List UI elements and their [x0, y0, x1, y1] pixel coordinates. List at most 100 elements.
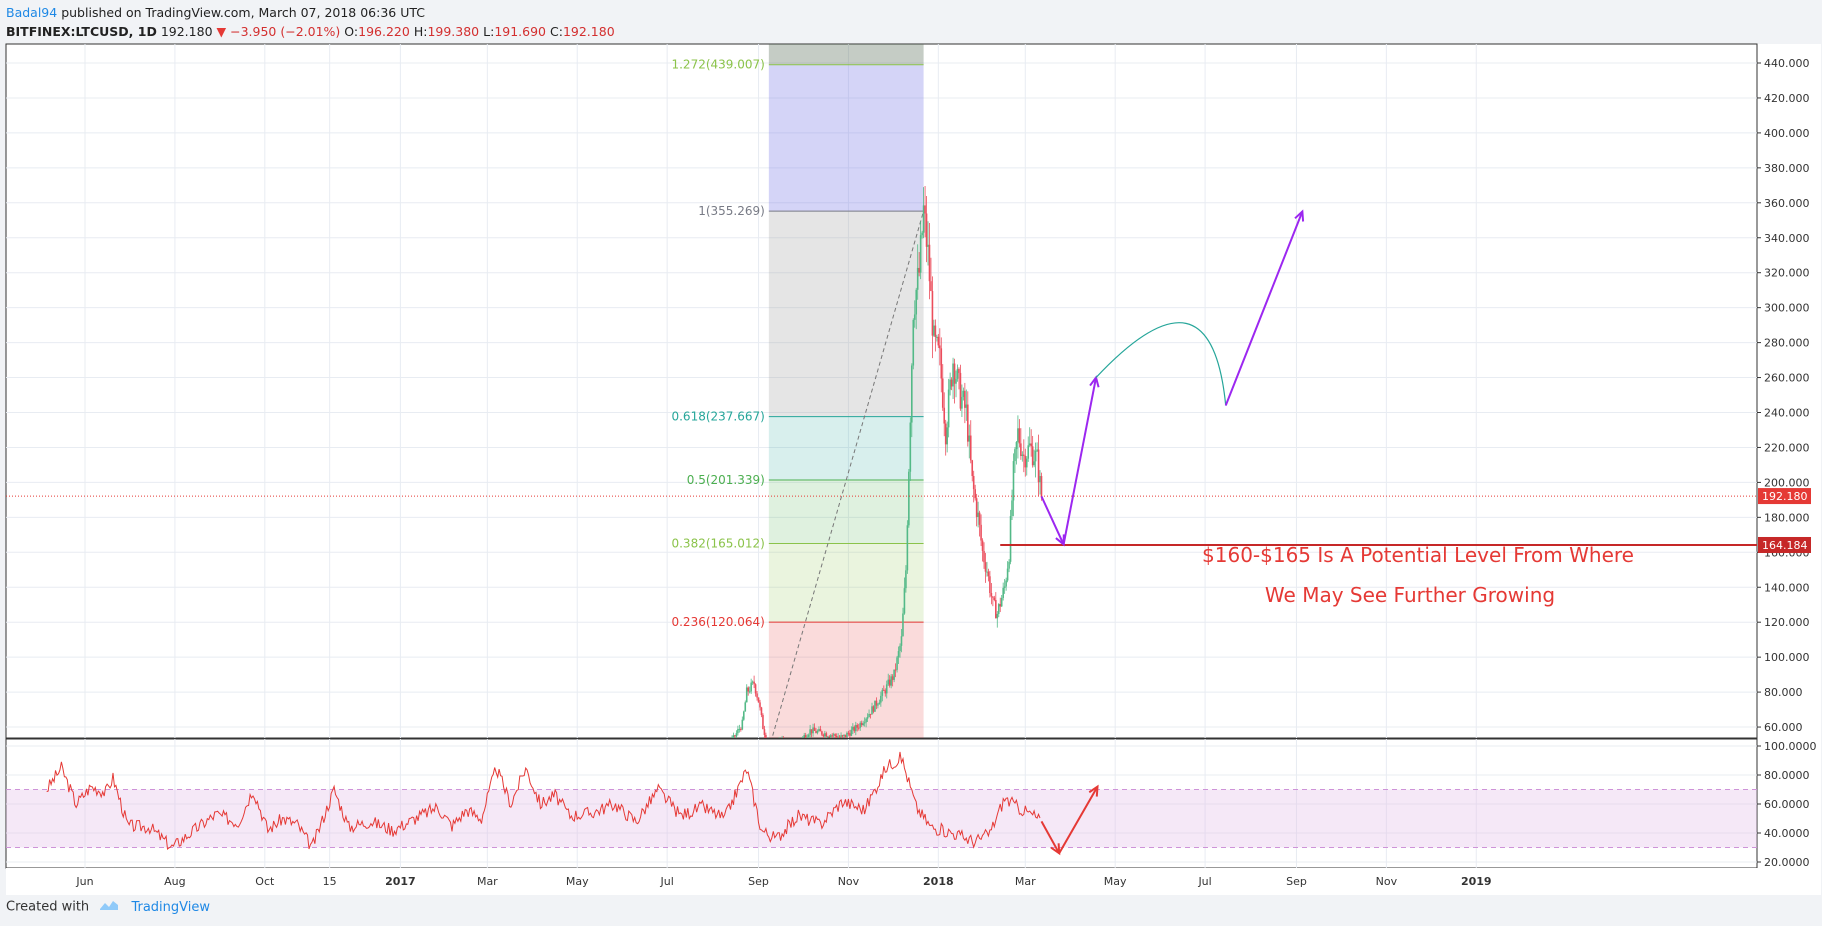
rsi-band-fill: [6, 789, 1757, 848]
author-link[interactable]: Badal94: [6, 5, 58, 20]
fib-level-label: 1.272(439.007): [671, 58, 764, 72]
candle-body: [971, 460, 974, 476]
candle-body: [740, 728, 742, 730]
candle-body: [968, 435, 971, 442]
candle-body: [1030, 443, 1032, 447]
candle-body: [849, 733, 851, 736]
candle-body: [832, 734, 835, 736]
candle-body: [844, 734, 847, 737]
last-price-tag: [1758, 488, 1811, 505]
candle-body: [918, 267, 920, 273]
candle-body: [1018, 428, 1021, 444]
y-tick-label: 140.000: [1764, 581, 1810, 594]
candle-body: [841, 735, 844, 737]
footer: Created with TradingView: [6, 899, 210, 915]
close-label: C:: [550, 24, 563, 39]
candle-body: [810, 729, 813, 734]
candle-body: [974, 489, 976, 499]
candle-body: [999, 604, 1002, 607]
candle-body: [997, 604, 1000, 614]
annotation-line-2: We May See Further Growing: [1265, 583, 1555, 607]
candle-body: [852, 726, 854, 730]
candle-body: [875, 700, 878, 706]
candle-body: [806, 736, 808, 738]
projection-path[interactable]: [1040, 209, 1305, 547]
candle-body: [980, 524, 982, 541]
candle-body: [757, 697, 760, 703]
projection-arrow-target-head: [1294, 209, 1305, 222]
candle-body: [987, 571, 990, 577]
candle-body: [843, 734, 845, 736]
candle-body: [880, 695, 882, 703]
candle-body: [1014, 449, 1016, 462]
x-tick-label: Jul: [1197, 875, 1211, 888]
candle-body: [939, 345, 941, 349]
candle-body: [753, 681, 755, 685]
y-tick-label: 180.000: [1764, 511, 1810, 524]
candle-body: [919, 235, 922, 273]
candle-body: [828, 736, 831, 738]
candle-body: [928, 244, 931, 282]
price-chart[interactable]: 1.272(439.007) 1(355.269) 0.618(237.667) 0.…: [0, 0, 1822, 895]
candle-body: [760, 707, 763, 716]
candle-body: [981, 540, 984, 551]
candle-body: [937, 336, 940, 346]
candle-body: [964, 390, 966, 408]
x-tick-label: Sep: [1286, 875, 1307, 888]
close-value: 192.180: [562, 24, 615, 39]
candle-body: [896, 657, 898, 670]
candle-body: [1021, 454, 1024, 456]
main-plot: 1.272(439.007) 1(355.269) 0.618(237.667) 0.…: [6, 44, 1757, 738]
candle-body: [940, 348, 943, 379]
candle-body: [1009, 515, 1012, 562]
y-tick-label: 340.000: [1764, 232, 1810, 245]
candle-body: [996, 613, 999, 619]
tradingview-link[interactable]: TradingView: [131, 899, 210, 915]
candles: [731, 185, 1043, 738]
candle-body: [922, 205, 925, 233]
y-tick-label: 220.000: [1764, 441, 1810, 454]
candle-body: [1011, 500, 1013, 516]
candle-body: [1017, 428, 1019, 443]
candle-body: [1008, 561, 1010, 569]
candle-body: [765, 734, 767, 738]
x-tick-label: Nov: [838, 875, 860, 888]
x-tick-label: 2018: [923, 875, 954, 888]
rsi-arrow-up: [1058, 786, 1099, 854]
candle-body: [837, 736, 839, 738]
candle-body: [983, 550, 985, 563]
candle-body: [906, 525, 909, 571]
candle-body: [866, 717, 869, 719]
fib-level-label: 0.618(237.667): [671, 410, 764, 424]
candle-body: [965, 404, 968, 408]
candle-body: [815, 730, 817, 734]
x-tick-label: Mar: [477, 875, 498, 888]
candle-body: [754, 684, 757, 694]
candle-body: [816, 731, 819, 734]
candle-body: [862, 723, 864, 726]
y-tick-label: 120.000: [1764, 616, 1810, 629]
candle-body: [949, 379, 951, 390]
y-tick-label: 80.000: [1764, 686, 1803, 699]
candle-body: [804, 735, 807, 738]
header-line-1: Badal94 published on TradingView.com, Ma…: [6, 3, 615, 22]
high-label: H:: [413, 24, 428, 39]
candle-body: [921, 232, 923, 236]
fib-zone: [768, 64, 924, 212]
candle-body: [838, 736, 841, 738]
price-axis[interactable]: [1757, 44, 1821, 868]
candle-body: [969, 435, 972, 461]
projection-arrow-target: [1224, 211, 1304, 406]
candle-body: [1037, 449, 1040, 483]
candle-body: [1015, 442, 1018, 450]
candle-body: [763, 729, 766, 735]
candle-body: [888, 679, 891, 686]
fib-zone: [768, 480, 924, 544]
candle-body: [734, 735, 736, 737]
support-level-tag: [1758, 536, 1811, 553]
candle-body: [1023, 454, 1025, 456]
candle-body: [846, 732, 848, 737]
time-axis[interactable]: [6, 868, 1821, 895]
candle-body: [738, 728, 741, 730]
candle-body: [874, 700, 876, 712]
